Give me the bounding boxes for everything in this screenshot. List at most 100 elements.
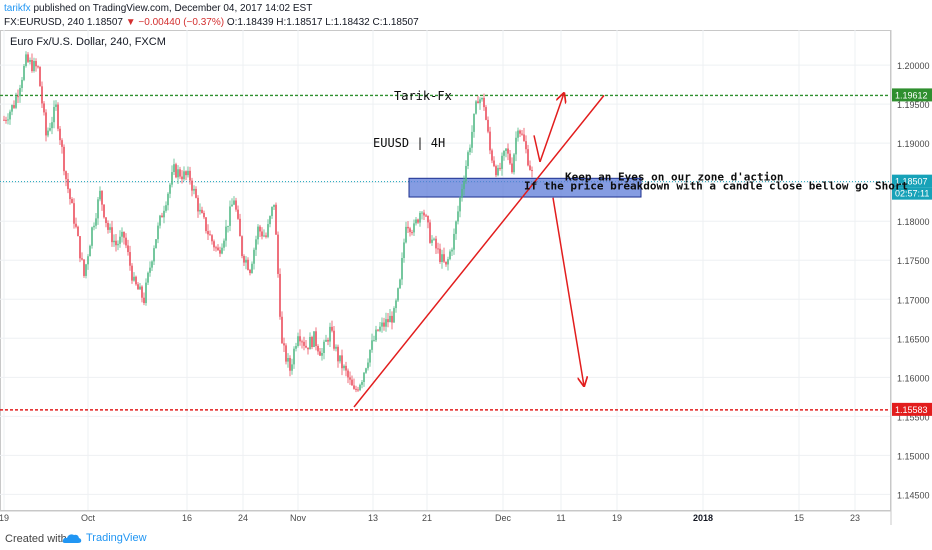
last-price: 1.18507 xyxy=(86,17,123,28)
candle-body xyxy=(69,189,71,200)
candle-body xyxy=(445,261,447,265)
annotation-text: Tarik-Fx xyxy=(394,89,452,103)
candle-body xyxy=(323,341,325,354)
candle-body xyxy=(397,288,399,301)
candle-body xyxy=(67,179,69,190)
candle-body xyxy=(437,248,439,250)
candle-body xyxy=(405,226,407,243)
candle-body xyxy=(467,152,469,166)
candle-body xyxy=(325,339,327,342)
candle-body xyxy=(113,240,115,243)
countdown-tag xyxy=(892,187,932,200)
candle-body xyxy=(25,54,27,66)
candle-body xyxy=(423,212,425,216)
candle-body xyxy=(81,258,83,260)
candle-body xyxy=(293,348,295,365)
candle-body xyxy=(117,243,119,246)
candle-body xyxy=(141,286,143,298)
countdown-label: 02:57:11 xyxy=(895,189,929,199)
candle-body xyxy=(451,249,453,252)
time-axis[interactable]: 19 Oct 16 24 Nov 13 21 Dec 11 19 2018 15 23 xyxy=(0,513,860,523)
time-tick-label: 19 xyxy=(612,513,622,523)
candle-body xyxy=(301,341,303,343)
candle-body xyxy=(503,150,505,156)
candle-body xyxy=(35,61,37,67)
candle-body xyxy=(479,99,481,104)
trend-lines[interactable] xyxy=(353,93,605,408)
candle-body xyxy=(409,228,411,233)
candle-body xyxy=(363,372,365,382)
candle-body xyxy=(221,247,223,254)
candle-body xyxy=(359,384,361,391)
projection-arrow xyxy=(552,197,584,386)
candle-body xyxy=(525,141,527,150)
action-zone[interactable] xyxy=(408,177,642,198)
candle-body xyxy=(379,326,381,331)
candle-body xyxy=(315,331,317,347)
price-tick-label: 1.19000 xyxy=(897,139,930,149)
candle-body xyxy=(87,256,89,265)
candle-body xyxy=(349,377,351,380)
price-tick-label: 1.16000 xyxy=(897,373,930,383)
candle-body xyxy=(453,233,455,250)
candle-body xyxy=(211,235,213,242)
candle-body xyxy=(269,216,271,225)
candle-body xyxy=(213,241,215,248)
candle-body xyxy=(401,257,403,280)
candle-body xyxy=(521,133,523,135)
candle-body xyxy=(41,86,43,104)
candle-body xyxy=(435,238,437,249)
candle-body xyxy=(489,131,491,151)
candle-body xyxy=(57,104,59,129)
candle-body xyxy=(121,231,123,237)
candle-body xyxy=(455,221,457,234)
candle-body xyxy=(373,340,375,342)
candle-body xyxy=(73,203,75,224)
candle-body xyxy=(77,226,79,237)
price-tick-label: 1.15500 xyxy=(897,412,930,422)
candle-body xyxy=(279,273,281,317)
candle-body xyxy=(245,259,247,263)
candle-body xyxy=(195,188,197,198)
candle-body xyxy=(217,247,219,251)
time-tick-label: Dec xyxy=(495,513,512,523)
price-chart[interactable]: 1.200001.195001.190001.185001.180001.175… xyxy=(0,30,932,525)
price-tick-label: 1.19500 xyxy=(897,100,930,110)
tradingview-cloud-icon xyxy=(62,534,82,543)
candle-body xyxy=(457,211,459,222)
chart-header: tarikfx published on TradingView.com, De… xyxy=(0,0,932,30)
candle-body xyxy=(207,231,209,235)
candle-body xyxy=(133,276,135,281)
candle-body xyxy=(505,148,507,151)
candle-body xyxy=(485,107,487,120)
candle-body xyxy=(119,236,121,244)
level-price-tag xyxy=(892,88,932,102)
candles xyxy=(3,51,533,393)
author-link[interactable]: tarikfx xyxy=(4,3,31,14)
time-tick-label: 19 xyxy=(0,513,9,523)
candle-body xyxy=(175,164,177,178)
candle-body xyxy=(191,180,193,191)
level-price-label: 1.18507 xyxy=(895,177,928,187)
candle-body xyxy=(189,170,191,181)
candle-body xyxy=(159,215,161,226)
price-axis[interactable]: 1.200001.195001.190001.185001.180001.175… xyxy=(892,61,932,500)
candle-body xyxy=(427,215,429,223)
time-tick-label: Oct xyxy=(81,513,96,523)
tradingview-brand[interactable]: TradingView xyxy=(86,532,147,544)
candle-body xyxy=(289,357,291,371)
candle-body xyxy=(53,106,55,123)
annotation-text: Keep an Eyes on our zone d'action xyxy=(565,171,784,184)
candle-body xyxy=(499,167,501,169)
candle-body xyxy=(157,225,159,240)
footer: Created with TradingView xyxy=(0,526,932,550)
publish-info: tarikfx published on TradingView.com, De… xyxy=(4,3,312,14)
candle-body xyxy=(229,206,231,226)
annotation-text: If the price breakdown with a candle clo… xyxy=(524,180,908,193)
candle-body xyxy=(251,263,253,274)
candle-body xyxy=(347,370,349,378)
candle-body xyxy=(271,206,273,217)
candle-body xyxy=(197,197,199,212)
candle-body xyxy=(21,79,23,89)
candle-body xyxy=(313,331,315,348)
